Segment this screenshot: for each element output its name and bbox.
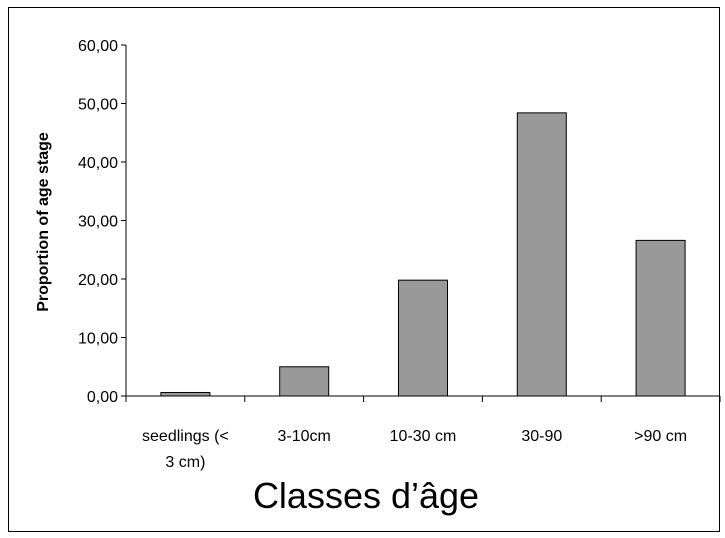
x-category-label: 3-10cm xyxy=(278,428,331,445)
x-category-label: 10-30 cm xyxy=(390,428,457,445)
bar xyxy=(516,112,567,397)
bars-group xyxy=(160,112,686,397)
y-ticks-group: 0,00 10,00 20,00 30,00 40,00 50,00 60,00 xyxy=(78,38,126,406)
y-tick-label: 50,00 xyxy=(78,97,118,114)
bar xyxy=(398,279,448,397)
bar xyxy=(279,366,330,397)
y-tick-label: 30,00 xyxy=(78,214,118,231)
chart-frame xyxy=(8,7,720,532)
x-category-label: >90 cm xyxy=(634,428,687,445)
x-category-label: seedlings (< xyxy=(142,428,229,445)
bar xyxy=(160,391,211,397)
x-category-label: 30-90 xyxy=(521,428,562,445)
bar xyxy=(635,239,686,397)
x-category-label: 3 cm) xyxy=(165,454,205,471)
x-ticks-group: seedlings (< 3 cm) 3-10cm 10-30 cm 30-90 >90 … xyxy=(125,396,721,471)
y-tick-label: 10,00 xyxy=(78,331,118,348)
y-tick-label: 0,00 xyxy=(87,389,118,406)
y-tick-label: 20,00 xyxy=(78,272,118,289)
y-tick-label: 60,00 xyxy=(78,38,118,55)
y-axis-title: Proportion of age stage xyxy=(35,132,52,312)
y-tick-label: 40,00 xyxy=(78,155,118,172)
x-axis-title: Classes d’âge xyxy=(253,475,479,516)
